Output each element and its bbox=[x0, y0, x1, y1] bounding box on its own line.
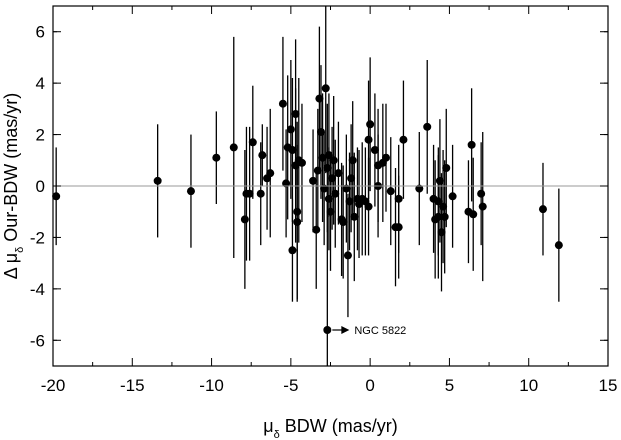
annotation-label: NGC 5822 bbox=[354, 325, 406, 337]
y-tick-label: -6 bbox=[30, 331, 45, 350]
data-point bbox=[386, 187, 395, 196]
data-point bbox=[331, 189, 340, 198]
y-tick-label: -2 bbox=[30, 228, 45, 247]
data-series bbox=[52, 6, 563, 366]
y-axis-label-rest: Our-BDW (mas/yr) bbox=[1, 93, 21, 247]
data-point bbox=[423, 122, 432, 131]
x-axis-label-rest: BDW (mas/yr) bbox=[280, 416, 398, 436]
x-tick-label: 10 bbox=[519, 376, 538, 395]
y-tick-label: 4 bbox=[36, 74, 45, 93]
data-point bbox=[370, 146, 379, 154]
annotation-arrow-head bbox=[341, 326, 350, 334]
y-tick-label: 2 bbox=[36, 126, 45, 145]
data-point bbox=[212, 153, 221, 162]
data-point bbox=[52, 192, 61, 201]
x-tick-label: -15 bbox=[120, 376, 145, 395]
data-point bbox=[248, 138, 257, 147]
data-point bbox=[240, 215, 249, 224]
data-point bbox=[350, 212, 359, 221]
x-tick-label: 5 bbox=[445, 376, 454, 395]
data-point bbox=[538, 205, 547, 214]
data-point bbox=[440, 212, 449, 221]
data-point bbox=[293, 218, 302, 226]
data-point bbox=[309, 176, 318, 185]
x-tick-label: 0 bbox=[365, 376, 374, 395]
data-point bbox=[229, 143, 238, 152]
annotation-ngc5822: NGC 5822 bbox=[332, 325, 406, 337]
x-tick-label: -10 bbox=[199, 376, 224, 395]
data-point bbox=[348, 156, 357, 165]
data-point bbox=[153, 176, 162, 185]
data-point bbox=[399, 135, 408, 144]
data-point bbox=[245, 189, 254, 198]
data-point bbox=[382, 153, 390, 162]
y-tick-label: -4 bbox=[30, 280, 45, 299]
y-tick-label: 6 bbox=[36, 23, 45, 42]
data-point bbox=[329, 156, 338, 165]
y-axis-label-prefix: Δ μ bbox=[1, 253, 21, 279]
data-point bbox=[297, 158, 306, 167]
x-tick-label: -5 bbox=[283, 376, 298, 395]
data-point bbox=[364, 202, 373, 211]
x-tick-label: -20 bbox=[41, 376, 66, 395]
data-point bbox=[477, 189, 486, 198]
x-axis-label-mu: μ bbox=[263, 416, 273, 436]
y-axis-label: Δ μδ Our-BDW (mas/yr) bbox=[1, 93, 26, 280]
data-point bbox=[448, 192, 457, 201]
data-point bbox=[394, 194, 403, 203]
data-point bbox=[288, 246, 297, 255]
data-point bbox=[342, 184, 351, 193]
data-point bbox=[364, 135, 373, 144]
data-point bbox=[478, 202, 487, 211]
y-tick-label: 0 bbox=[36, 177, 45, 196]
data-point bbox=[442, 164, 451, 172]
data-point bbox=[415, 184, 424, 193]
data-point bbox=[266, 169, 275, 178]
data-point bbox=[469, 210, 478, 219]
data-point bbox=[258, 151, 267, 160]
data-point bbox=[554, 241, 563, 250]
data-point bbox=[286, 125, 295, 134]
data-point bbox=[312, 225, 321, 234]
x-axis-label-sub: δ bbox=[274, 429, 280, 440]
data-point bbox=[278, 99, 287, 108]
y-axis-label-sub: δ bbox=[14, 247, 26, 253]
data-point bbox=[186, 187, 195, 196]
data-point bbox=[256, 189, 265, 198]
data-point bbox=[339, 218, 348, 226]
data-point bbox=[288, 146, 297, 154]
data-point bbox=[334, 169, 343, 178]
x-axis-label: μδ BDW (mas/yr) bbox=[263, 416, 397, 440]
data-point bbox=[366, 120, 375, 129]
data-point bbox=[467, 140, 476, 149]
x-tick-label: 15 bbox=[599, 376, 618, 395]
data-point bbox=[320, 184, 329, 193]
data-point bbox=[323, 326, 332, 334]
data-point bbox=[343, 251, 352, 260]
plot-frame bbox=[52, 5, 609, 367]
data-point bbox=[321, 84, 330, 93]
